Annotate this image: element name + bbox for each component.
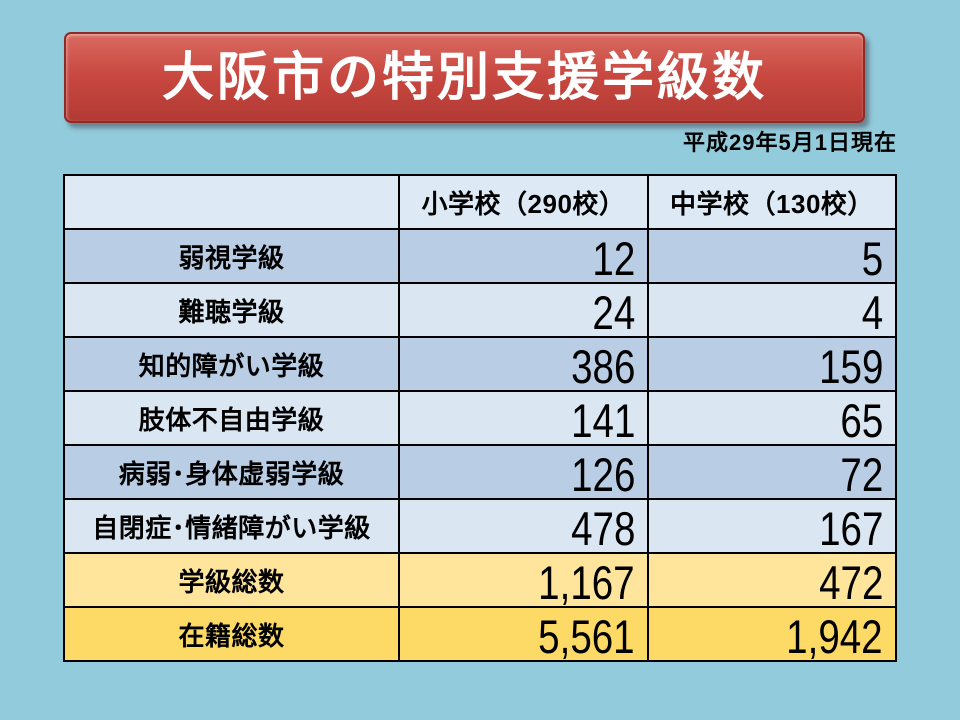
row-label: 在籍総数 [63, 606, 400, 662]
table-row-total-enrollment: 在籍総数 5,561 1,942 [63, 606, 897, 662]
table-header-row: 小学校（290校） 中学校（130校） [63, 174, 897, 230]
table-row: 自閉症･情緒障がい学級 478 167 [63, 498, 897, 554]
junior-high-value-text: 72 [840, 448, 883, 499]
row-label: 知的障がい学級 [63, 336, 400, 392]
junior-high-value: 1,942 [647, 606, 897, 662]
elementary-value-text: 12 [592, 232, 635, 283]
row-label: 学級総数 [63, 552, 400, 608]
slide-title: 大阪市の特別支援学級数 [161, 48, 767, 107]
title-banner: 大阪市の特別支援学級数 [64, 32, 865, 123]
elementary-value-text: 141 [570, 394, 635, 445]
corner-cell [63, 174, 400, 230]
junior-high-value-text: 5 [861, 232, 883, 283]
table-row: 肢体不自由学級 141 65 [63, 390, 897, 446]
junior-high-value: 65 [647, 390, 897, 446]
row-label: 難聴学級 [63, 282, 400, 338]
junior-high-value-text: 4 [861, 286, 883, 337]
junior-high-value: 472 [647, 552, 897, 608]
table-row-total-classes: 学級総数 1,167 472 [63, 552, 897, 608]
column-header-junior-high: 中学校（130校） [647, 174, 897, 230]
junior-high-value-text: 167 [818, 502, 883, 553]
elementary-value: 12 [398, 228, 649, 284]
elementary-value: 5,561 [398, 606, 649, 662]
elementary-value-text: 478 [570, 502, 635, 553]
elementary-value-text: 126 [570, 448, 635, 499]
junior-high-value: 5 [647, 228, 897, 284]
junior-high-value-text: 472 [818, 556, 883, 607]
junior-high-value-text: 1,942 [786, 610, 883, 661]
table-row: 難聴学級 24 4 [63, 282, 897, 338]
elementary-value-text: 24 [592, 286, 635, 337]
junior-high-value: 159 [647, 336, 897, 392]
date-note: 平成29年5月1日現在 [683, 130, 897, 155]
junior-high-value-text: 159 [818, 340, 883, 391]
row-label: 肢体不自由学級 [63, 390, 400, 446]
junior-high-value: 167 [647, 498, 897, 554]
elementary-value: 1,167 [398, 552, 649, 608]
elementary-value: 478 [398, 498, 649, 554]
table-row: 病弱･身体虚弱学級 126 72 [63, 444, 897, 500]
row-label: 病弱･身体虚弱学級 [63, 444, 400, 500]
column-header-elementary: 小学校（290校） [398, 174, 649, 230]
special-support-classes-table: 小学校（290校） 中学校（130校） 弱視学級 12 5 難聴学級 24 4 … [63, 174, 897, 662]
elementary-value-text: 5,561 [538, 610, 635, 661]
junior-high-value: 72 [647, 444, 897, 500]
elementary-value-text: 1,167 [538, 556, 635, 607]
row-label: 自閉症･情緒障がい学級 [63, 498, 400, 554]
elementary-value: 141 [398, 390, 649, 446]
table-row: 弱視学級 12 5 [63, 228, 897, 284]
table-row: 知的障がい学級 386 159 [63, 336, 897, 392]
elementary-value: 24 [398, 282, 649, 338]
elementary-value: 126 [398, 444, 649, 500]
row-label: 弱視学級 [63, 228, 400, 284]
elementary-value: 386 [398, 336, 649, 392]
junior-high-value-text: 65 [840, 394, 883, 445]
junior-high-value: 4 [647, 282, 897, 338]
elementary-value-text: 386 [570, 340, 635, 391]
